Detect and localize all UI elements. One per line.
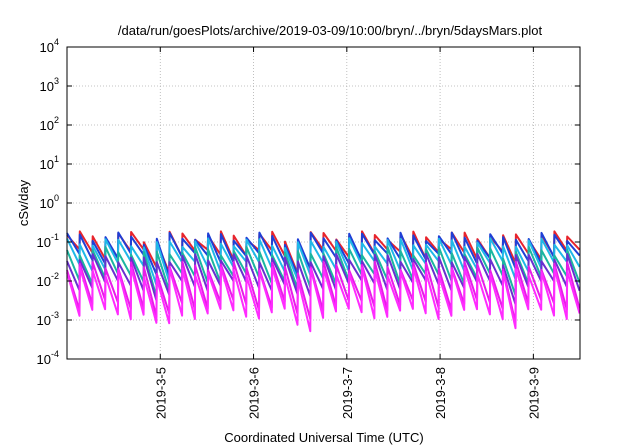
y-tick-label: 10-4 [37, 349, 59, 367]
x-tick-label: 2019-3-7 [340, 367, 355, 419]
y-axis-label: cSv/day [16, 179, 31, 226]
y-tick-label: 10-3 [37, 310, 59, 328]
y-tick-label: 103 [40, 76, 59, 94]
y-tick-label: 100 [40, 193, 59, 211]
y-tick-label: 101 [40, 154, 59, 172]
y-tick-label: 10-2 [37, 271, 59, 289]
series-layer [66, 230, 581, 333]
x-tick-label: 2019-3-8 [433, 367, 448, 419]
chart-title: /data/run/goesPlots/archive/2019-03-09/1… [118, 23, 543, 38]
x-tick-label: 2019-3-6 [247, 367, 262, 419]
y-tick-label: 102 [40, 115, 59, 133]
x-axis: 2019-3-5 2019-3-6 2019-3-7 2019-3-8 2019-3-9 [153, 47, 541, 419]
x-tick-label: 2019-3-9 [526, 367, 541, 419]
series-line [66, 266, 581, 333]
y-tick-label: 10-1 [37, 232, 59, 250]
y-axis: 10-4 10-3 10-2 10-1 100 101 102 103 104 [37, 37, 580, 367]
x-axis-label: Coordinated Universal Time (UTC) [224, 430, 423, 445]
grid [67, 47, 580, 359]
y-tick-label: 104 [40, 37, 59, 55]
x-tick-label: 2019-3-5 [153, 367, 168, 419]
